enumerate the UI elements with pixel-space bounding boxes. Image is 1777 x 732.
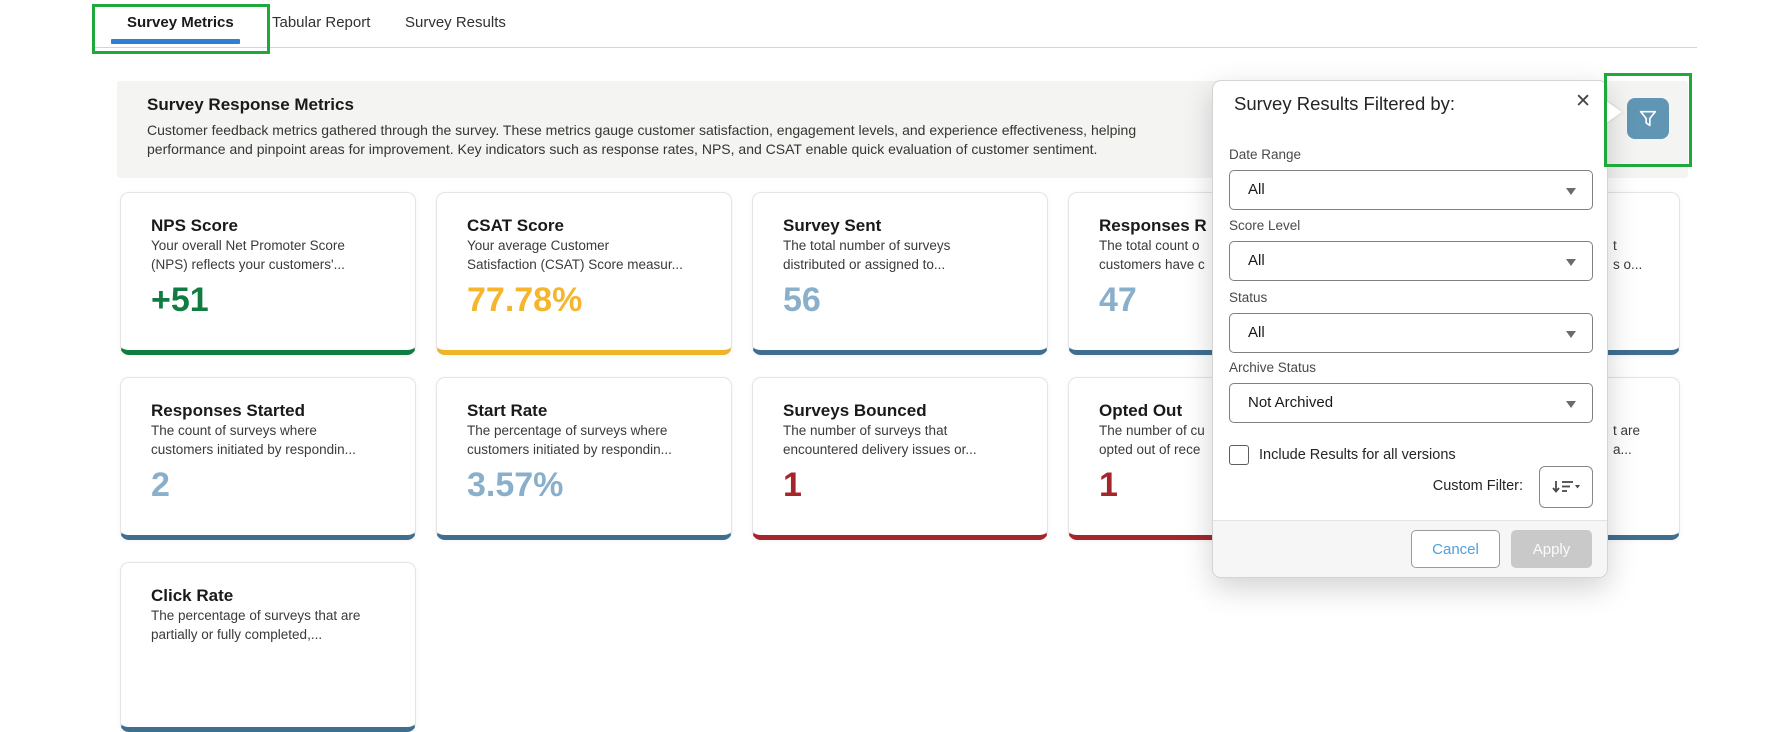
score-level-label: Score Level: [1229, 218, 1301, 233]
card-description: The number of cu: [1099, 423, 1205, 438]
card-value: 2: [151, 466, 170, 504]
card-description: The total number of surveys: [783, 238, 951, 253]
score-level-value: All: [1248, 252, 1265, 269]
custom-filter-label: Custom Filter:: [1432, 478, 1523, 494]
banner-title: Survey Response Metrics: [147, 95, 354, 114]
archive-status-select[interactable]: Not Archived: [1229, 383, 1593, 423]
card-description: Your average Customer: [467, 238, 610, 253]
tab-survey-results[interactable]: Survey Results: [405, 14, 506, 31]
card-description: customers initiated by respondin...: [151, 442, 356, 457]
card-value: 56: [783, 281, 821, 319]
filter-panel-footer: Cancel Apply: [1213, 520, 1607, 577]
card-survey-sent: Survey Sent The total number of surveys …: [752, 192, 1048, 355]
card-title: Click Rate: [151, 586, 234, 605]
card-description: (NPS) reflects your customers'...: [151, 257, 345, 272]
status-value: All: [1248, 324, 1265, 341]
card-description: The percentage of surveys where: [467, 423, 668, 438]
banner-description-line2: performance and pinpoint areas for impro…: [147, 141, 1098, 157]
card-title: Responses R: [1099, 216, 1207, 235]
tab-survey-metrics[interactable]: Survey Metrics: [127, 14, 234, 31]
chevron-down-icon: [1566, 188, 1576, 195]
status-select[interactable]: All: [1229, 313, 1593, 353]
card-value: 1: [1099, 466, 1118, 504]
close-icon[interactable]: ✕: [1575, 91, 1591, 112]
card-description: t: [1613, 238, 1617, 253]
card-description: distributed or assigned to...: [783, 257, 946, 272]
card-title: Start Rate: [467, 401, 548, 420]
apply-button[interactable]: Apply: [1511, 530, 1592, 568]
chevron-down-icon: [1575, 485, 1580, 489]
card-title: CSAT Score: [467, 216, 564, 235]
card-value: 47: [1099, 281, 1137, 319]
date-range-value: All: [1248, 181, 1265, 198]
chevron-down-icon: [1566, 401, 1576, 408]
card-description: t are: [1613, 423, 1641, 438]
tabbar-divider: [92, 47, 1697, 48]
archive-status-label: Archive Status: [1229, 360, 1317, 375]
card-description: s o...: [1613, 257, 1643, 272]
date-range-label: Date Range: [1229, 147, 1302, 162]
score-level-select[interactable]: All: [1229, 241, 1593, 281]
card-start-rate: Start Rate The percentage of surveys whe…: [436, 377, 732, 540]
cancel-button[interactable]: Cancel: [1411, 530, 1500, 568]
card-csat-score: CSAT Score Your average Customer Satisfa…: [436, 192, 732, 355]
chevron-down-icon: [1566, 259, 1576, 266]
card-description: Your overall Net Promoter Score: [151, 238, 345, 253]
card-value: 1: [783, 466, 802, 504]
card-click-rate: Click Rate The percentage of surveys tha…: [120, 562, 416, 732]
card-description: The count of surveys where: [151, 423, 317, 438]
card-description: opted out of rece: [1099, 442, 1201, 457]
include-all-versions-checkbox[interactable]: [1229, 445, 1249, 465]
funnel-icon: [1639, 110, 1657, 126]
card-value: +51: [151, 281, 209, 319]
flyout-pointer: [1606, 101, 1622, 123]
card-responses-started: Responses Started The count of surveys w…: [120, 377, 416, 540]
card-description: Satisfaction (CSAT) Score measur...: [467, 257, 683, 272]
card-description: The number of surveys that: [783, 423, 948, 438]
filter-button[interactable]: [1627, 98, 1669, 139]
filter-flyout-panel: Survey Results Filtered by: ✕ Date Range…: [1212, 80, 1608, 578]
card-nps-score: NPS Score Your overall Net Promoter Scor…: [120, 192, 416, 355]
card-description: encountered delivery issues or...: [783, 442, 977, 457]
card-description: a...: [1613, 442, 1632, 457]
card-title: Opted Out: [1099, 401, 1183, 420]
include-all-versions-label: Include Results for all versions: [1259, 447, 1456, 463]
tab-tabular-report[interactable]: Tabular Report: [272, 14, 371, 31]
archive-status-value: Not Archived: [1248, 394, 1334, 411]
card-description: The total count o: [1099, 238, 1200, 253]
card-surveys-bounced: Surveys Bounced The number of surveys th…: [752, 377, 1048, 540]
card-description: customers initiated by respondin...: [467, 442, 672, 457]
custom-filter-button[interactable]: [1539, 466, 1593, 508]
card-value: 3.57%: [467, 466, 564, 504]
active-tab-underline: [111, 39, 240, 44]
card-description: partially or fully completed,...: [151, 627, 323, 642]
card-description: The percentage of surveys that are: [151, 608, 361, 623]
filter-panel-title: Survey Results Filtered by:: [1234, 93, 1456, 114]
chevron-down-icon: [1566, 331, 1576, 338]
card-value: 77.78%: [467, 281, 583, 319]
filter-list-icon: [1552, 481, 1580, 493]
card-title: Surveys Bounced: [783, 401, 927, 420]
card-description: customers have c: [1099, 257, 1205, 272]
card-title: Survey Sent: [783, 216, 882, 235]
status-label: Status: [1229, 290, 1268, 305]
card-title: NPS Score: [151, 216, 238, 235]
banner-description-line1: Customer feedback metrics gathered throu…: [147, 122, 1137, 138]
card-title: Responses Started: [151, 401, 305, 420]
date-range-select[interactable]: All: [1229, 170, 1593, 210]
